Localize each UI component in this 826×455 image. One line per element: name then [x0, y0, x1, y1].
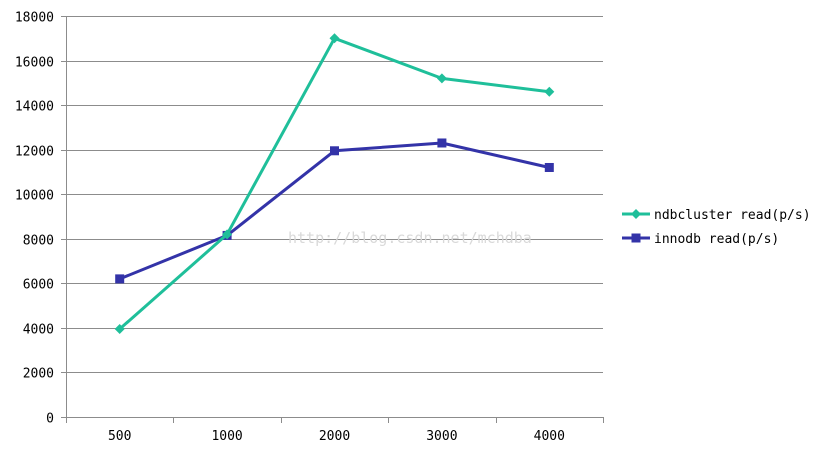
axes: 0 2000 4000 6000 8000 10000 12000 14000 16000 180…: [15, 11, 604, 444]
legend-label: ndbcluster read(p/s): [654, 208, 811, 223]
legend-marker: [631, 233, 641, 243]
data-point: [330, 146, 339, 156]
legend-marker: [631, 209, 641, 219]
x-tick-label: 4000: [534, 429, 565, 444]
watermark-text: http://blog.csdn.net/mchdba: [288, 229, 532, 247]
y-tick-label: 18000: [15, 11, 54, 26]
y-tick-label: 16000: [15, 56, 54, 71]
legend: ndbcluster read(p/s) innodb read(p/s): [622, 208, 811, 247]
data-point: [329, 33, 340, 44]
y-tick-label: 8000: [23, 234, 54, 249]
series-line-ndbcluster: [118, 36, 550, 331]
legend-label: innodb read(p/s): [654, 232, 779, 247]
y-tick-label: 4000: [23, 323, 54, 338]
data-point: [436, 73, 447, 84]
y-tick-label: 2000: [23, 367, 54, 382]
series: [114, 33, 555, 335]
data-point: [544, 86, 555, 97]
y-tick-label: 10000: [15, 189, 54, 204]
y-tick-label: 6000: [23, 278, 54, 293]
data-point: [114, 324, 125, 335]
x-tick-label: 500: [108, 429, 131, 444]
y-tick-label: 0: [46, 412, 54, 427]
y-tick-label: 12000: [15, 145, 54, 160]
x-tick-label: 2000: [319, 429, 350, 444]
data-point: [222, 229, 233, 240]
x-tick-label: 1000: [211, 429, 242, 444]
series-line-innodb: [119, 141, 550, 281]
gridlines: [66, 16, 603, 373]
y-tick-label: 14000: [15, 100, 54, 115]
x-tick-label: 3000: [426, 429, 457, 444]
data-point: [544, 162, 554, 172]
data-point: [115, 274, 125, 284]
data-point: [437, 138, 447, 148]
